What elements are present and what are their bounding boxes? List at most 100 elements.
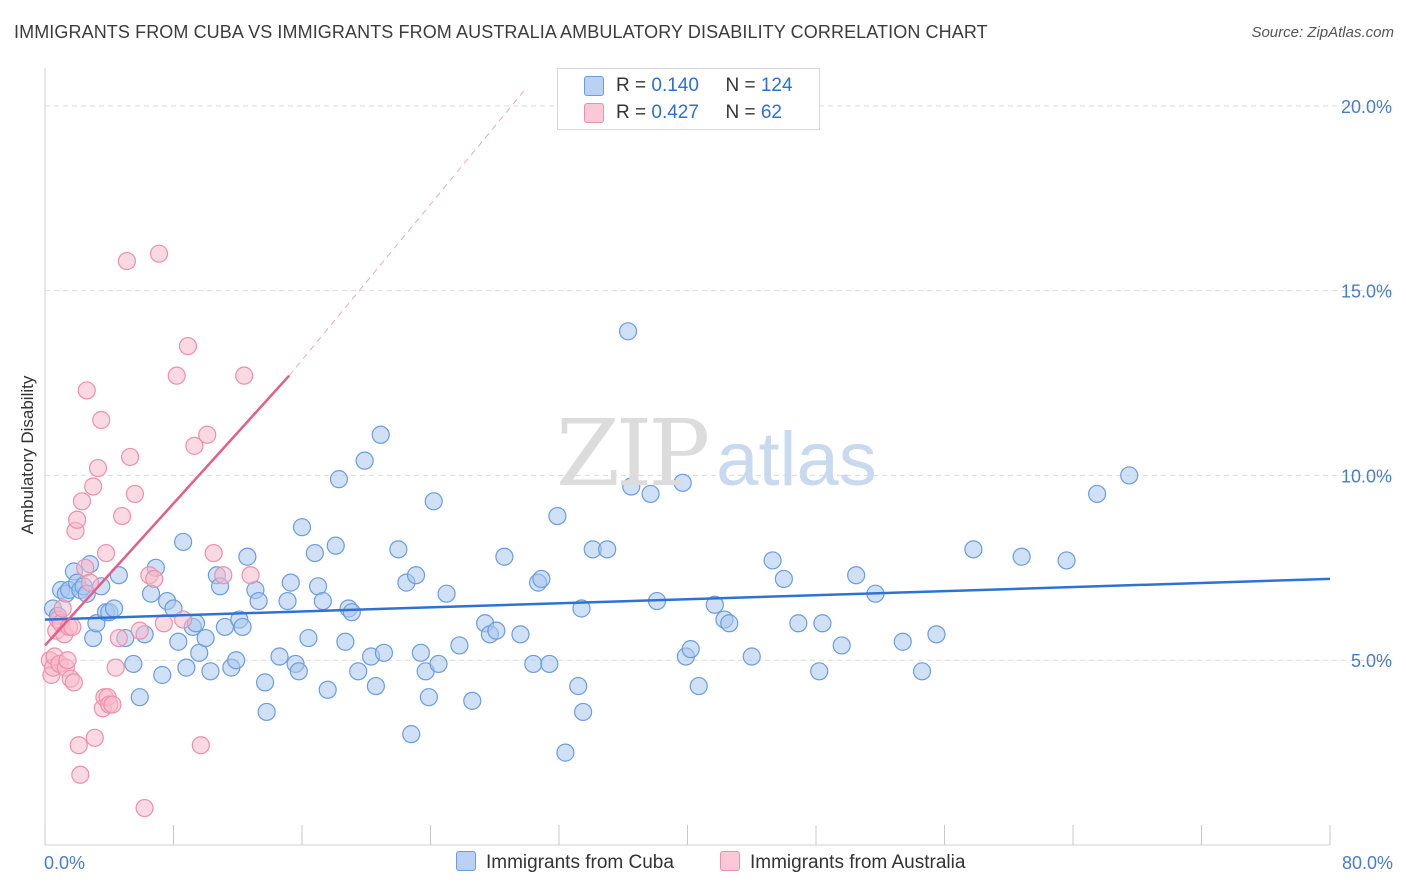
point-cuba bbox=[789, 614, 808, 633]
point-cuba bbox=[292, 518, 312, 537]
point-cuba bbox=[411, 643, 430, 662]
r-value-cuba: 0.140 bbox=[651, 75, 699, 96]
point-australia bbox=[109, 628, 128, 648]
point-cuba bbox=[598, 540, 617, 559]
point-cuba bbox=[371, 425, 390, 444]
point-cuba bbox=[810, 662, 829, 681]
point-cuba bbox=[366, 676, 385, 696]
point-cuba bbox=[257, 702, 276, 722]
y-axis-label: Ambulatory Disability bbox=[18, 375, 37, 535]
point-australia bbox=[145, 569, 164, 589]
point-australia bbox=[121, 447, 140, 467]
point-cuba bbox=[201, 662, 220, 681]
point-australia bbox=[125, 484, 145, 504]
point-cuba bbox=[130, 688, 149, 707]
point-australia bbox=[88, 458, 108, 478]
point-cuba bbox=[893, 632, 912, 651]
point-cuba bbox=[349, 662, 368, 681]
watermark-atlas: atlas bbox=[716, 417, 877, 502]
y-tick-label: 20.0% bbox=[1341, 97, 1392, 117]
point-cuba bbox=[196, 628, 215, 648]
point-cuba bbox=[572, 599, 591, 618]
point-australia bbox=[77, 381, 96, 400]
n-value-cuba: 124 bbox=[760, 75, 793, 96]
point-cuba bbox=[912, 662, 932, 681]
point-cuba bbox=[153, 665, 172, 685]
watermark: ZIP atlas bbox=[556, 400, 877, 507]
point-australia bbox=[191, 736, 210, 755]
point-cuba bbox=[402, 725, 421, 744]
point-cuba bbox=[1057, 551, 1076, 570]
point-australia bbox=[85, 728, 104, 747]
point-australia bbox=[72, 492, 92, 511]
point-cuba bbox=[540, 654, 559, 674]
y-tick-label: 5.0% bbox=[1351, 651, 1392, 671]
point-australia bbox=[106, 658, 125, 677]
point-cuba bbox=[305, 543, 324, 563]
trend-line-cuba bbox=[44, 577, 1331, 621]
point-cuba bbox=[215, 617, 234, 637]
point-cuba bbox=[289, 662, 308, 681]
point-cuba bbox=[278, 591, 297, 611]
point-australia bbox=[241, 566, 260, 585]
point-cuba bbox=[299, 628, 318, 648]
point-australia bbox=[103, 695, 122, 714]
trend-line-australia bbox=[44, 374, 291, 647]
point-cuba bbox=[389, 540, 408, 559]
legend-swatch-australia bbox=[720, 851, 740, 871]
r-label: R = bbox=[616, 75, 652, 96]
r-value-australia: 0.427 bbox=[651, 102, 699, 123]
cuba-swatch bbox=[584, 76, 604, 96]
point-cuba bbox=[249, 591, 268, 611]
point-cuba bbox=[618, 322, 638, 341]
point-australia bbox=[130, 621, 149, 640]
point-cuba bbox=[720, 614, 739, 633]
legend-swatch-cuba bbox=[456, 851, 476, 871]
point-cuba bbox=[556, 743, 575, 762]
point-australia bbox=[167, 366, 186, 385]
point-australia bbox=[58, 651, 77, 670]
y-tick-label: 10.0% bbox=[1341, 466, 1392, 486]
n-label: N = bbox=[725, 102, 761, 123]
point-australia bbox=[154, 614, 173, 633]
point-cuba bbox=[689, 676, 708, 696]
legend-label-cuba: Immigrants from Cuba bbox=[486, 852, 674, 873]
point-australia bbox=[235, 366, 254, 385]
point-australia bbox=[64, 673, 84, 692]
point-cuba bbox=[281, 573, 300, 592]
point-cuba bbox=[927, 625, 946, 644]
australia-swatch bbox=[584, 103, 604, 123]
point-cuba bbox=[1012, 547, 1031, 566]
point-cuba bbox=[374, 643, 394, 662]
point-australia bbox=[185, 436, 204, 455]
r-label: R = bbox=[616, 102, 652, 123]
point-australia bbox=[112, 506, 132, 526]
point-cuba bbox=[429, 654, 448, 674]
point-cuba bbox=[487, 621, 506, 640]
point-cuba bbox=[681, 640, 700, 659]
point-cuba bbox=[742, 647, 761, 666]
point-cuba bbox=[255, 673, 275, 692]
point-cuba bbox=[238, 547, 257, 566]
point-cuba bbox=[774, 569, 793, 589]
point-australia bbox=[149, 244, 169, 263]
point-cuba bbox=[532, 569, 551, 589]
point-cuba bbox=[832, 636, 851, 655]
point-australia bbox=[68, 510, 87, 529]
point-cuba bbox=[318, 680, 337, 699]
point-cuba bbox=[109, 566, 128, 585]
point-australia bbox=[214, 566, 233, 585]
point-australia bbox=[92, 410, 111, 430]
point-australia bbox=[53, 599, 72, 618]
point-cuba bbox=[141, 584, 161, 603]
point-cuba bbox=[673, 473, 692, 492]
point-cuba bbox=[763, 551, 782, 570]
legend-item-australia: Immigrants from Australia bbox=[720, 851, 965, 874]
point-australia bbox=[178, 336, 198, 356]
point-cuba bbox=[84, 628, 103, 648]
point-cuba bbox=[326, 536, 345, 555]
x-tick-label-min: 0.0% bbox=[44, 853, 85, 873]
source-label: Source: ZipAtlas.com bbox=[1251, 24, 1394, 41]
point-cuba bbox=[104, 599, 124, 618]
